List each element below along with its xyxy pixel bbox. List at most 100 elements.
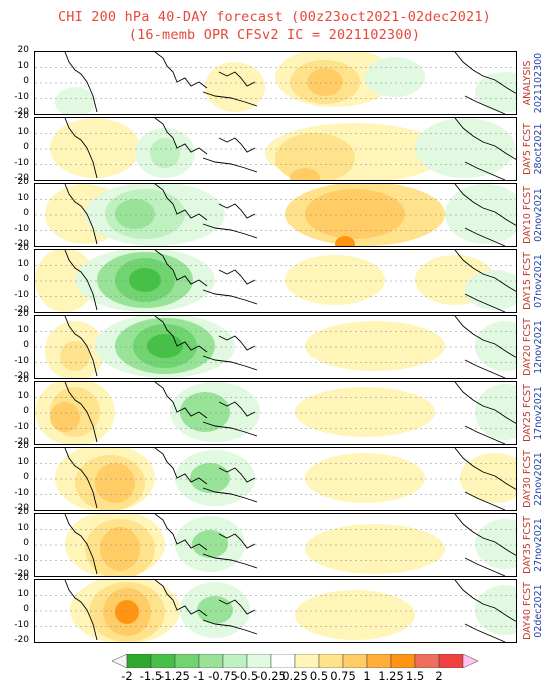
anomaly-contour	[147, 334, 183, 358]
coastline	[454, 514, 516, 556]
coastline	[202, 289, 258, 305]
coastline	[464, 95, 506, 114]
latitude-tick-label: -10	[14, 91, 29, 102]
latitude-tick-label: 0	[23, 208, 29, 218]
latitude-tick-label: 10	[17, 588, 29, 599]
panel-label: DAY5 FCST 28oct2021	[519, 117, 547, 181]
panel-label-text: ANALYSIS	[522, 60, 533, 106]
latitude-tick-label: 20	[17, 309, 29, 319]
anomaly-contour	[192, 530, 228, 558]
map-title-line1: CHI 200 hPa 40-DAY forecast (00z23oct202…	[57, 9, 492, 25]
coastline	[218, 467, 256, 483]
panel-label-text: DAY40 FCST	[522, 582, 533, 640]
colorbar-tick-label: -0.75	[208, 669, 238, 683]
coastline	[154, 580, 208, 617]
coastline	[218, 203, 256, 219]
latitude-tick-label: 0	[23, 604, 29, 614]
anomaly-contour	[129, 268, 161, 292]
coastline	[154, 514, 208, 551]
panel-date-text: 2021102300	[533, 52, 544, 114]
panel-label: DAY20 FCST 12nov2021	[519, 315, 547, 379]
colorbar-swatch	[318, 654, 344, 668]
panel-label: DAY30 FCST 22nov2021	[519, 447, 547, 511]
coastline	[218, 533, 256, 549]
colorbar-tick-label: 0.5	[309, 669, 329, 683]
anomaly-contour	[275, 133, 355, 180]
colorbar	[112, 654, 479, 668]
latitude-tick-label: 10	[17, 324, 29, 335]
anomaly-contour	[150, 138, 180, 168]
coastline	[64, 580, 98, 641]
coastline	[64, 448, 98, 509]
latitude-tick-label: -10	[14, 289, 29, 300]
latitude-tick-label: -20	[14, 371, 29, 381]
coastline	[202, 91, 258, 107]
colorbar-swatch	[462, 654, 479, 668]
panel-label: DAY40 FCST 02dec2021	[519, 579, 547, 643]
anomaly-contour	[295, 590, 415, 640]
forecast-panel	[34, 447, 517, 511]
colorbar-tick-label: -0.25	[256, 669, 286, 683]
colorbar-swatch	[294, 654, 320, 668]
panel-label-text: DAY25 FCST	[522, 384, 533, 442]
coastline	[464, 425, 506, 444]
panel-label: DAY35 FCST 27nov2021	[519, 513, 547, 577]
anomaly-contour	[197, 596, 233, 624]
coastline	[154, 184, 208, 221]
panel-label-text: DAY10 FCST	[522, 186, 533, 244]
coastline	[202, 223, 258, 239]
coastline	[154, 448, 208, 485]
anomaly-contour	[115, 600, 139, 624]
colorbar-swatch	[366, 654, 392, 668]
latitude-tick-label: 10	[17, 192, 29, 203]
anomaly-contour	[475, 384, 516, 440]
coastline	[202, 487, 258, 503]
anomaly-contour	[60, 341, 90, 371]
colorbar-swatch	[438, 654, 464, 668]
anomaly-contour	[415, 118, 515, 178]
coastline	[64, 118, 98, 179]
coastline	[202, 421, 258, 437]
coastline	[464, 557, 506, 576]
forecast-panel	[34, 315, 517, 379]
latitude-tick-label: 0	[23, 76, 29, 86]
latitude-tick-label: -20	[14, 107, 29, 117]
panel-label-text: DAY35 FCST	[522, 516, 533, 574]
latitude-tick-label: -10	[14, 553, 29, 564]
colorbar-tick-label: 0.25	[282, 669, 308, 683]
latitude-tick-label: 10	[17, 126, 29, 137]
coastline	[464, 623, 506, 642]
colorbar-swatch	[222, 654, 248, 668]
latitude-tick-label: 20	[17, 375, 29, 385]
colorbar-swatch	[174, 654, 200, 668]
anomaly-contour	[180, 392, 230, 432]
coastline	[464, 227, 506, 246]
latitude-tick-label: 0	[23, 274, 29, 284]
panel-label: ANALYSIS 2021102300	[519, 51, 547, 115]
anomaly-contour	[190, 463, 230, 493]
colorbar-swatch	[112, 654, 128, 668]
panel-label-text: DAY15 FCST	[522, 252, 533, 310]
anomaly-contour	[290, 168, 320, 180]
coastline	[64, 382, 98, 443]
forecast-panel	[34, 183, 517, 247]
coastline	[154, 316, 208, 353]
anomaly-contour	[115, 199, 155, 229]
coastline	[464, 293, 506, 312]
anomaly-contour	[285, 255, 385, 305]
panel-date-text: 12nov2021	[533, 320, 544, 374]
colorbar-swatch	[198, 654, 224, 668]
colorbar-swatch	[390, 654, 416, 668]
latitude-tick-label: 10	[17, 522, 29, 533]
forecast-panel	[34, 117, 517, 181]
panel-label-text: DAY30 FCST	[522, 450, 533, 508]
anomaly-contour	[305, 453, 425, 503]
latitude-tick-label: -20	[14, 173, 29, 183]
colorbar-tick-label: 1	[363, 669, 371, 683]
coastline	[464, 359, 506, 378]
forecast-panel	[34, 579, 517, 643]
colorbar-swatch	[414, 654, 440, 668]
forecast-panel	[34, 249, 517, 313]
coastline	[218, 137, 256, 153]
panel-date-text: 22nov2021	[533, 452, 544, 506]
